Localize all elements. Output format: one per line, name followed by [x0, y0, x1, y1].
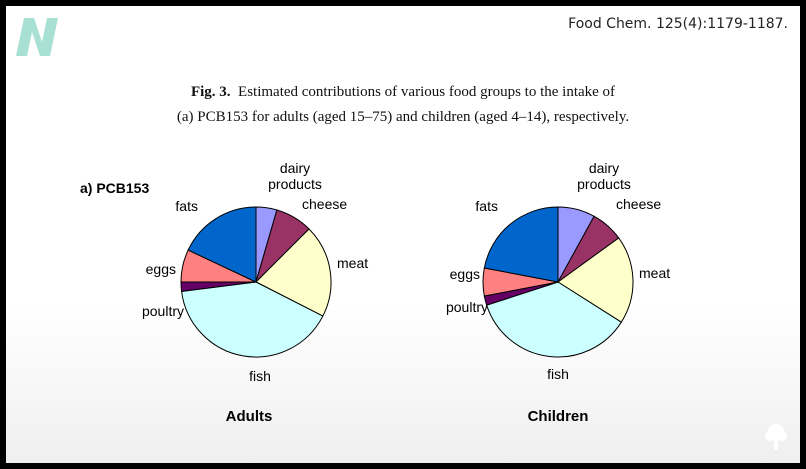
slide-frame: Food Chem. 125(4):1179-1187. Fig. 3. Est… — [6, 6, 800, 463]
slice-label-fish: fish — [249, 368, 271, 384]
slice-label-meat: meat — [337, 255, 368, 271]
slice-label-cheese: cheese — [302, 196, 347, 212]
slice-label-fats: fats — [175, 198, 198, 214]
slice-label-eggs: eggs — [146, 261, 176, 277]
slice-label-poultry: poultry — [446, 299, 488, 315]
pie-chart-title: Children — [528, 408, 589, 425]
brand-logo-icon — [16, 18, 58, 56]
slice-label-fats: fats — [475, 198, 498, 214]
pie-slice-meat — [557, 237, 634, 323]
pie-chart-1: dairy products cheese meat fish poultry eggs fa… — [446, 160, 670, 425]
pie-charts: dairy products cheese meat fish poultry eggs fa… — [142, 160, 670, 425]
pie-slice-fish — [486, 281, 623, 358]
figure-caption-text: Estimated contributions of various food … — [238, 84, 616, 100]
slice-label-poultry: poultry — [142, 303, 184, 319]
figure-caption-line1: Fig. 3. Estimated contributions of vario… — [6, 84, 800, 101]
pie-chart-title: Adults — [226, 408, 273, 425]
slice-label-meat: meat — [639, 265, 670, 281]
panel-label: a) PCB153 — [80, 180, 150, 196]
slice-label-cheese: cheese — [616, 196, 661, 212]
slice-label-dairy: dairy products — [268, 160, 322, 192]
slice-label-dairy: dairy products — [577, 160, 631, 192]
pie-slice-fish — [181, 281, 324, 358]
pie-slice-meat — [255, 228, 332, 317]
pie-chart-0: dairy products cheese meat fish poultry eggs fa… — [142, 160, 368, 425]
figure-caption-label: Fig. 3. — [190, 84, 231, 100]
citation: Food Chem. 125(4):1179-1187. — [568, 16, 788, 32]
figure-caption-line2: (a) PCB153 for adults (aged 15–75) and c… — [176, 109, 630, 125]
pie-slice-fats — [483, 206, 559, 283]
tree-icon — [765, 424, 787, 450]
pie-slice-fats — [187, 206, 257, 283]
slice-label-eggs: eggs — [450, 266, 480, 282]
slice-label-fish: fish — [547, 366, 569, 382]
